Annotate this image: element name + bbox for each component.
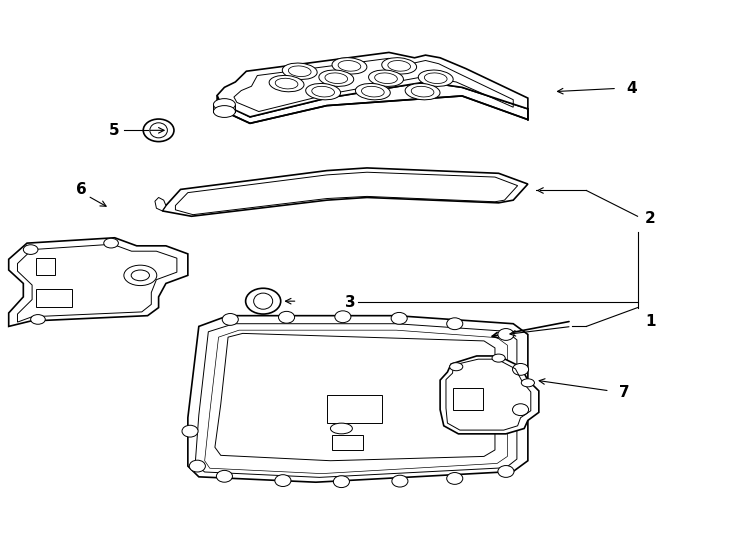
Ellipse shape xyxy=(512,404,528,416)
Ellipse shape xyxy=(498,328,514,340)
Ellipse shape xyxy=(388,60,410,71)
Ellipse shape xyxy=(333,476,349,488)
Ellipse shape xyxy=(492,354,505,362)
Ellipse shape xyxy=(269,76,304,92)
Ellipse shape xyxy=(450,363,463,371)
Ellipse shape xyxy=(411,86,434,97)
Ellipse shape xyxy=(124,265,157,286)
Polygon shape xyxy=(155,198,166,211)
Ellipse shape xyxy=(368,70,404,86)
Ellipse shape xyxy=(217,470,233,482)
Ellipse shape xyxy=(382,58,417,74)
Ellipse shape xyxy=(131,270,150,281)
Polygon shape xyxy=(162,168,528,217)
Ellipse shape xyxy=(182,426,198,437)
Ellipse shape xyxy=(150,123,167,138)
Polygon shape xyxy=(440,356,539,434)
Text: 7: 7 xyxy=(619,385,630,400)
Ellipse shape xyxy=(305,84,341,100)
Ellipse shape xyxy=(31,315,46,324)
Polygon shape xyxy=(217,82,528,123)
Ellipse shape xyxy=(214,99,236,111)
Polygon shape xyxy=(188,316,528,482)
Ellipse shape xyxy=(312,86,335,97)
Ellipse shape xyxy=(355,84,390,100)
Ellipse shape xyxy=(447,318,463,329)
Text: 4: 4 xyxy=(627,81,637,96)
Ellipse shape xyxy=(418,70,453,86)
Ellipse shape xyxy=(319,70,354,86)
Ellipse shape xyxy=(392,475,408,487)
Ellipse shape xyxy=(447,472,463,484)
Ellipse shape xyxy=(275,475,291,487)
Bar xyxy=(37,289,72,307)
Ellipse shape xyxy=(278,312,294,323)
Bar xyxy=(37,258,55,275)
Bar xyxy=(327,395,382,423)
Ellipse shape xyxy=(332,58,367,74)
Ellipse shape xyxy=(498,465,514,477)
Text: 6: 6 xyxy=(76,182,87,197)
Ellipse shape xyxy=(214,106,236,117)
Text: 3: 3 xyxy=(345,295,356,310)
Ellipse shape xyxy=(391,313,407,324)
Ellipse shape xyxy=(405,84,440,100)
Ellipse shape xyxy=(288,66,311,77)
Ellipse shape xyxy=(143,119,174,141)
Text: 5: 5 xyxy=(109,123,120,138)
Ellipse shape xyxy=(23,245,38,254)
Ellipse shape xyxy=(189,460,206,472)
Bar xyxy=(454,388,482,410)
Ellipse shape xyxy=(338,60,361,71)
Ellipse shape xyxy=(283,63,317,79)
Ellipse shape xyxy=(512,363,528,375)
Ellipse shape xyxy=(275,78,298,89)
Ellipse shape xyxy=(103,238,118,248)
Ellipse shape xyxy=(335,311,351,322)
Ellipse shape xyxy=(222,314,239,325)
Ellipse shape xyxy=(254,293,272,309)
Ellipse shape xyxy=(521,379,534,387)
Polygon shape xyxy=(9,238,188,326)
Ellipse shape xyxy=(374,73,397,84)
Polygon shape xyxy=(217,52,528,117)
Text: 1: 1 xyxy=(645,314,655,328)
Ellipse shape xyxy=(362,86,384,97)
Ellipse shape xyxy=(330,423,352,434)
Ellipse shape xyxy=(325,73,348,84)
Text: 2: 2 xyxy=(645,212,655,226)
Ellipse shape xyxy=(424,73,447,84)
Ellipse shape xyxy=(246,288,280,314)
Bar xyxy=(332,435,363,450)
